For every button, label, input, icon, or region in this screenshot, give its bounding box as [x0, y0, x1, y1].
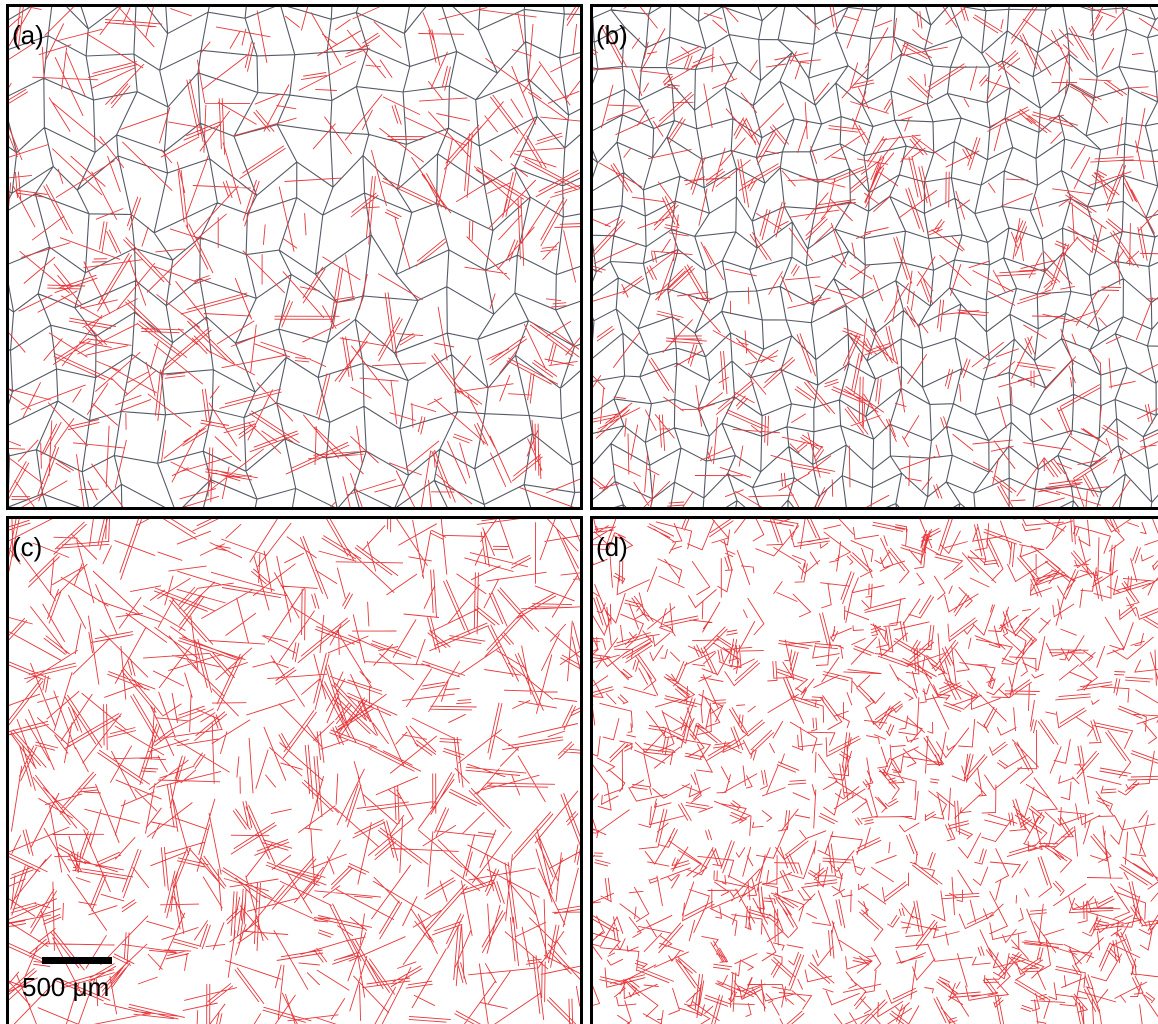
- figure: (a) (b) (c) (d) 500 μm: [0, 0, 1158, 1024]
- panel-frame: [8, 518, 582, 1024]
- page: (a) (b) (c) (d) 500 μm (() => { const da…: [0, 0, 1158, 1024]
- scale-bar: [42, 957, 112, 964]
- panel-label: (a): [12, 20, 44, 50]
- panel-frame: [8, 6, 582, 509]
- micrographs: [0, 0, 1158, 1024]
- panel-label: (d): [596, 532, 628, 562]
- panel-label: (c): [12, 532, 42, 562]
- twin-boundaries: [576, 504, 1158, 1024]
- panel-frame: [592, 518, 1158, 1024]
- grain-boundaries: [0, 0, 618, 556]
- panel-label: (b): [596, 20, 628, 50]
- twin-boundaries: [0, 498, 610, 1024]
- scale-bar-label: 500 μm: [22, 972, 109, 1002]
